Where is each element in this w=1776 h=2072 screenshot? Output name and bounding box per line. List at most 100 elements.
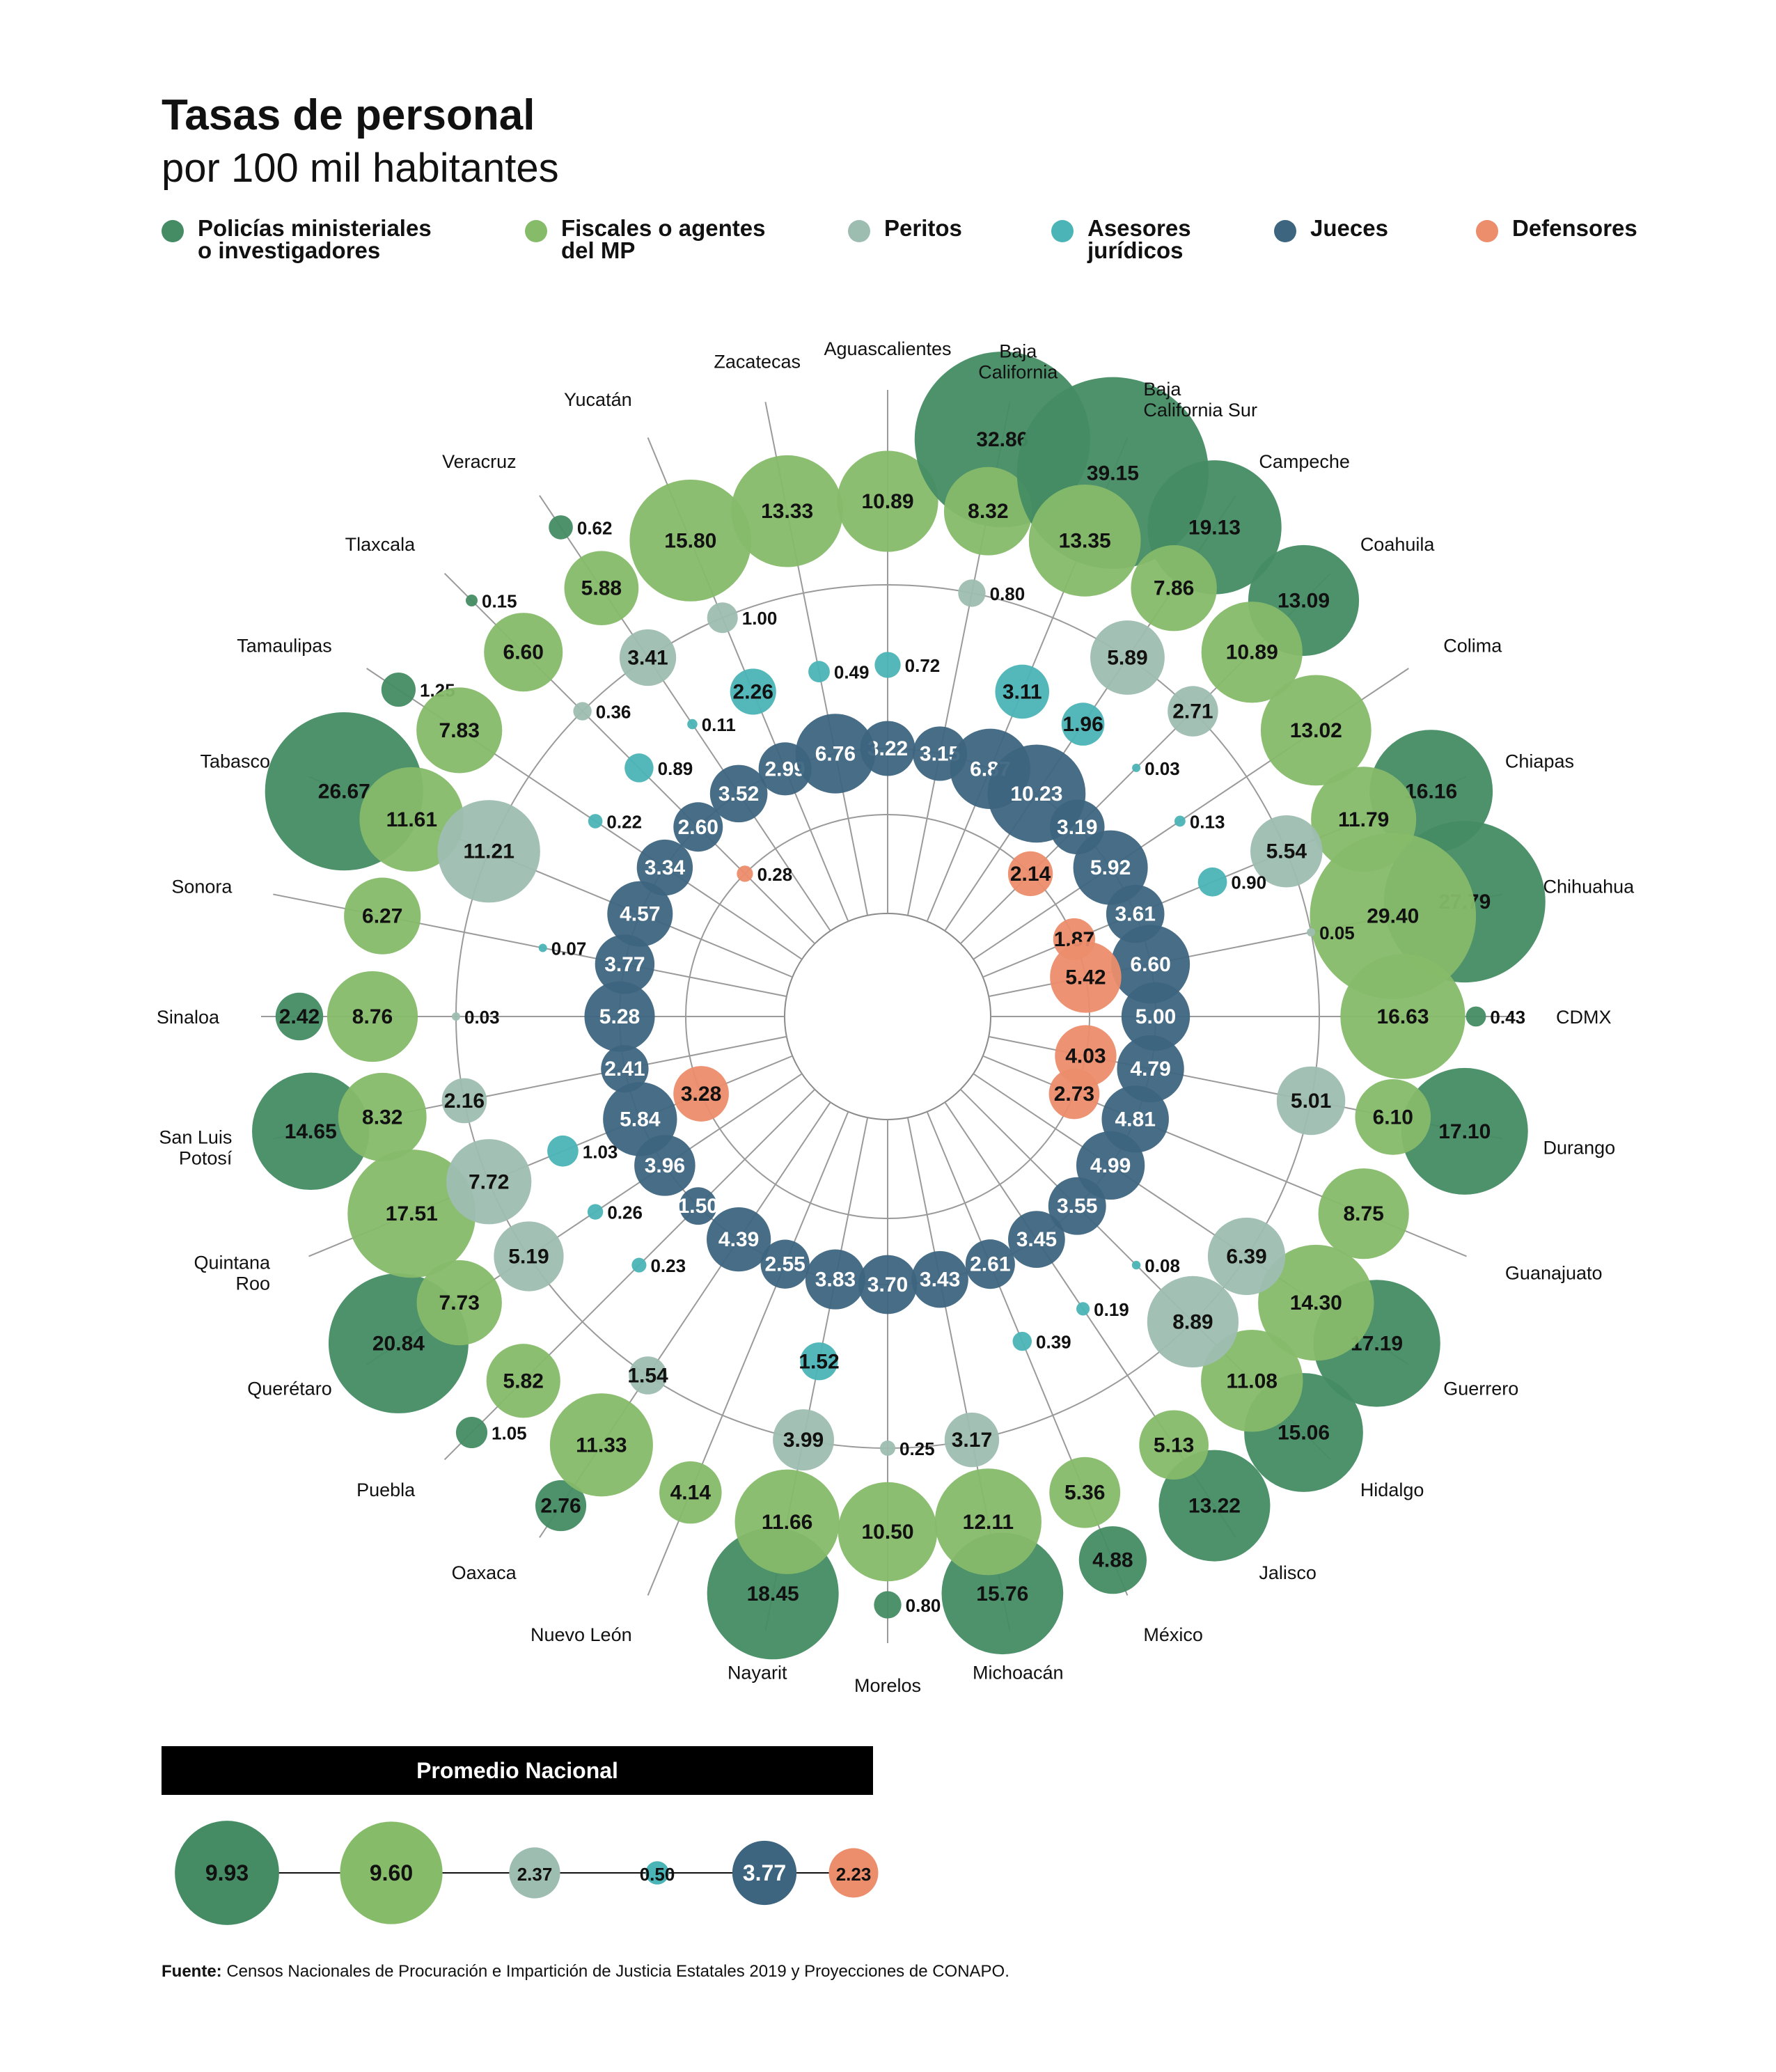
value-label-jueces: 3.52 (718, 783, 759, 806)
bubble-fiscales (1131, 545, 1217, 631)
legend-item-peritos: Peritos (848, 217, 962, 242)
value-label-asesores: 0.23 (650, 1255, 686, 1276)
bubble-asesores (538, 943, 547, 952)
value-label-policias: 15.06 (1278, 1422, 1330, 1445)
value-label-policias: 0.62 (577, 517, 613, 538)
value-label-asesores: 0.22 (606, 811, 642, 832)
value-label-fiscales: 8.32 (968, 500, 1008, 523)
bubble-jueces (584, 981, 655, 1052)
bubble-asesores (1076, 1302, 1090, 1316)
value-label-jueces: 3.61 (1115, 903, 1155, 926)
bubble-jueces (679, 1187, 717, 1225)
bubble-asesores (587, 1204, 604, 1220)
bubble-policias (381, 672, 416, 707)
average-bubble-policias (175, 1821, 279, 1925)
bubble-policias (455, 1416, 488, 1449)
bubble-fiscales (837, 450, 938, 552)
legend-swatch-defensores (1476, 220, 1498, 242)
value-label-jueces: 3.34 (645, 856, 686, 879)
value-label-jueces: 3.70 (867, 1273, 908, 1296)
bubble-asesores (808, 661, 830, 683)
bubble-peritos (1207, 1217, 1286, 1296)
bubble-jueces (607, 881, 673, 947)
value-label-jueces: 4.81 (1115, 1108, 1155, 1131)
bubble-fiscales (359, 767, 464, 872)
bubble-asesores (995, 664, 1050, 719)
bubble-policias (1078, 1526, 1147, 1594)
value-label-jueces: 5.28 (599, 1005, 640, 1028)
value-label-policias: 18.45 (747, 1583, 799, 1606)
bubble-jueces (709, 764, 768, 823)
value-label-fiscales: 11.79 (1338, 808, 1389, 831)
bubble-jueces (1048, 1177, 1106, 1235)
bubble-peritos (619, 629, 677, 686)
value-label-asesores: 0.03 (1145, 758, 1180, 779)
state-label: Morelos (854, 1675, 921, 1696)
bubble-asesores (631, 1257, 647, 1273)
value-label-defensores: 5.42 (1065, 966, 1106, 989)
bubble-fiscales (1049, 1457, 1121, 1528)
value-label-jueces: 5.84 (620, 1108, 661, 1131)
average-value-asesores: 0.50 (640, 1864, 675, 1885)
bubble-policias (275, 992, 324, 1041)
chart-subtitle: por 100 mil habitantes (162, 146, 559, 191)
bubble-defensores (1050, 941, 1122, 1013)
state-label: Veracruz (442, 451, 517, 472)
value-label-asesores: 1.52 (799, 1350, 839, 1373)
value-label-policias: 1.05 (492, 1423, 527, 1444)
value-label-jueces: 5.92 (1090, 856, 1131, 879)
average-bubble-jueces (732, 1840, 797, 1906)
bubble-fiscales (943, 466, 1032, 556)
state-label: Puebla (356, 1480, 416, 1500)
bubble-policias (1465, 1006, 1486, 1027)
bubble-defensores (737, 865, 753, 882)
value-label-fiscales: 15.80 (664, 529, 716, 552)
state-label: Baja (999, 340, 1037, 361)
bubble-fiscales (416, 687, 503, 774)
value-label-fiscales: 12.11 (963, 1511, 1014, 1534)
value-label-policias: 0.80 (906, 1595, 941, 1616)
state-label: California Sur (1143, 400, 1257, 421)
legend-swatch-policias (162, 220, 184, 242)
value-label-asesores: 0.89 (658, 758, 693, 779)
state-label: Sonora (171, 877, 233, 897)
bubble-peritos (880, 1441, 895, 1456)
value-label-fiscales: 7.86 (1154, 577, 1194, 600)
value-label-asesores: 0.26 (607, 1202, 643, 1223)
value-label-jueces: 3.77 (604, 953, 645, 976)
value-label-fiscales: 11.33 (576, 1434, 627, 1457)
value-label-jueces: 1.50 (678, 1195, 718, 1218)
value-label-jueces: 3.96 (645, 1154, 685, 1177)
chart-title: Tasas de personal (162, 91, 535, 139)
state-label: Jalisco (1259, 1562, 1317, 1583)
bubble-policias (535, 1480, 587, 1532)
state-label: Sinaloa (157, 1007, 220, 1028)
value-label-fiscales: 17.51 (386, 1202, 438, 1225)
value-label-jueces: 10.23 (1010, 783, 1062, 806)
value-label-fiscales: 4.14 (670, 1482, 712, 1505)
value-label-fiscales: 8.75 (1343, 1202, 1383, 1225)
bubble-asesores (547, 1135, 579, 1167)
value-label-fiscales: 5.13 (1154, 1434, 1194, 1457)
bubble-fiscales (1355, 1079, 1431, 1155)
bubble-asesores (1131, 1260, 1141, 1270)
state-label: Nayarit (728, 1663, 787, 1684)
bubble-fiscales (1340, 954, 1465, 1079)
bubble-fiscales (629, 479, 752, 602)
state-label: California (978, 361, 1058, 382)
bubble-jueces (1008, 1211, 1065, 1268)
source-label: Fuente: (162, 1962, 222, 1981)
value-label-policias: 16.16 (1405, 780, 1457, 803)
bubble-fiscales (934, 1468, 1042, 1576)
value-label-defensores: 3.28 (681, 1083, 721, 1106)
bubble-jueces (1121, 982, 1190, 1051)
value-label-asesores: 0.49 (834, 662, 870, 683)
bubble-fiscales (484, 613, 563, 692)
bubble-peritos (944, 1412, 1000, 1468)
state-label: Tabasco (200, 751, 270, 772)
bubble-jueces (805, 1249, 865, 1310)
state-label: Coahuila (1360, 534, 1436, 555)
value-label-fiscales: 5.82 (503, 1369, 544, 1392)
value-label-jueces: 6.60 (1130, 953, 1170, 976)
bubble-fiscales (838, 1482, 938, 1582)
